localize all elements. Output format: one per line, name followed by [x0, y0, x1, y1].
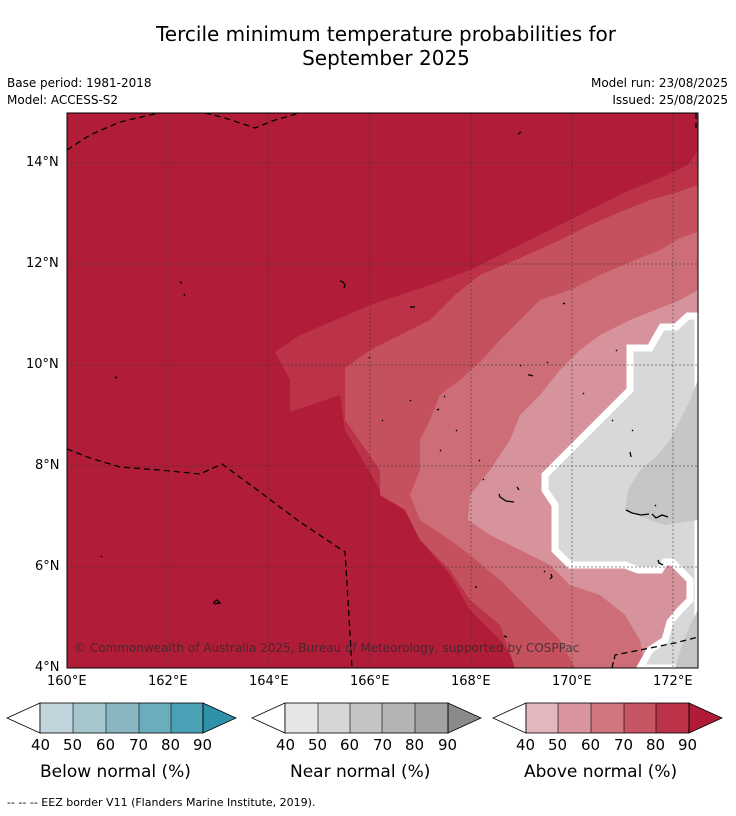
- lon-tick-166e: 166°E: [350, 674, 390, 689]
- colorbar-near: [251, 702, 482, 734]
- colorbar-below-seg-5: [171, 703, 203, 733]
- colorbar-above: [492, 702, 723, 734]
- map-frame: [66, 112, 699, 669]
- gridlines: [67, 113, 698, 668]
- islands: [100, 131, 669, 660]
- colorbar-above-tick-70: 70: [614, 736, 634, 754]
- colorbar-near-seg-2: [318, 703, 350, 733]
- lon-tick-168e: 168°E: [451, 674, 491, 689]
- lon-tick-160e: 160°E: [47, 674, 87, 689]
- copyright-notice: © Commonwealth of Australia 2025, Bureau…: [74, 641, 580, 655]
- colorbar-above-label: Above normal (%): [524, 762, 678, 782]
- colorbar-near-tick-60: 60: [340, 736, 360, 754]
- colorbar-above-tick-90: 90: [678, 736, 698, 754]
- lon-tick-170e: 170°E: [552, 674, 592, 689]
- lat-tick-8n: 8°N: [35, 458, 60, 473]
- colorbar-near-tick-70: 70: [373, 736, 393, 754]
- model-run: Model run: 23/08/2025: [590, 76, 728, 90]
- colorbar-above-max-arrow: [688, 702, 723, 734]
- eez-footnote: -- -- -- EEZ border V11 (Flanders Marine…: [7, 796, 316, 809]
- title-line-2: September 2025: [302, 46, 470, 70]
- colorbar-below-seg-2: [73, 703, 106, 733]
- colorbar-above-tick-50: 50: [548, 736, 568, 754]
- colorbar-near-min-arrow: [251, 702, 286, 734]
- colorbar-near-tick-80: 80: [405, 736, 425, 754]
- colorbar-above-seg-3: [591, 703, 624, 733]
- zone-near-50: [541, 312, 698, 668]
- issued-date: Issued: 25/08/2025: [612, 93, 728, 107]
- colorbar-below-label: Below normal (%): [40, 762, 191, 782]
- colorbar-above-min-arrow: [492, 702, 527, 734]
- map-layer: [67, 113, 698, 668]
- colorbar-above-seg-2: [558, 703, 591, 733]
- colorbar-near-tick-50: 50: [308, 736, 328, 754]
- zone-near-60: [625, 380, 698, 525]
- colorbar-below-tick-40: 40: [31, 736, 51, 754]
- colorbar-above-seg-5: [656, 703, 689, 733]
- lon-tick-172e: 172°E: [653, 674, 693, 689]
- lat-tick-6n: 6°N: [35, 559, 60, 574]
- colorbar-near-max-arrow: [447, 702, 482, 734]
- colorbar-below-seg-4: [139, 703, 171, 733]
- colorbar-below-seg-3: [106, 703, 139, 733]
- colorbar-below-min-arrow: [6, 702, 41, 734]
- colorbar-above-tick-80: 80: [646, 736, 666, 754]
- zone-near-60-south: [675, 610, 698, 668]
- colorbar-near-seg-5: [415, 703, 448, 733]
- colorbar-below-tick-50: 50: [63, 736, 83, 754]
- meta-left: Base period: 1981-2018 Model: ACCESS-S2: [7, 75, 152, 109]
- eez-borders: [67, 113, 698, 668]
- colorbar-near-tick-40: 40: [276, 736, 296, 754]
- colorbar-below-max-arrow: [202, 702, 237, 734]
- colorbar-above-tick-60: 60: [581, 736, 601, 754]
- colorbar-below-tick-80: 80: [161, 736, 181, 754]
- colorbar-below-tick-70: 70: [129, 736, 149, 754]
- lon-tick-164e: 164°E: [249, 674, 289, 689]
- model-name: Model: ACCESS-S2: [7, 93, 119, 107]
- base-period: Base period: 1981-2018: [7, 76, 152, 90]
- colorbar-above-seg-4: [624, 703, 656, 733]
- lat-tick-14n: 14°N: [26, 155, 59, 170]
- lat-tick-4n: 4°N: [35, 660, 60, 675]
- colorbar-near-label: Near normal (%): [290, 762, 431, 782]
- colorbar-above-seg-1: [526, 703, 558, 733]
- title-line-1: Tercile minimum temperature probabilitie…: [155, 22, 617, 46]
- colorbar-above-tick-40: 40: [516, 736, 536, 754]
- colorbar-below-seg-1: [40, 703, 73, 733]
- colorbar-near-seg-3: [350, 703, 382, 733]
- chart-title: Tercile minimum temperature probabilitie…: [0, 22, 736, 70]
- lat-tick-12n: 12°N: [26, 256, 59, 271]
- colorbar-near-tick-90: 90: [438, 736, 458, 754]
- colorbar-near-seg-1: [285, 703, 318, 733]
- colorbar-near-seg-4: [382, 703, 415, 733]
- lon-tick-162e: 162°E: [148, 674, 188, 689]
- colorbar-below-tick-90: 90: [193, 736, 213, 754]
- colorbar-below-tick-60: 60: [96, 736, 116, 754]
- colorbar-below: [6, 702, 237, 734]
- meta-right: Model run: 23/08/2025 Issued: 25/08/2025: [591, 75, 728, 109]
- lat-tick-10n: 10°N: [26, 357, 59, 372]
